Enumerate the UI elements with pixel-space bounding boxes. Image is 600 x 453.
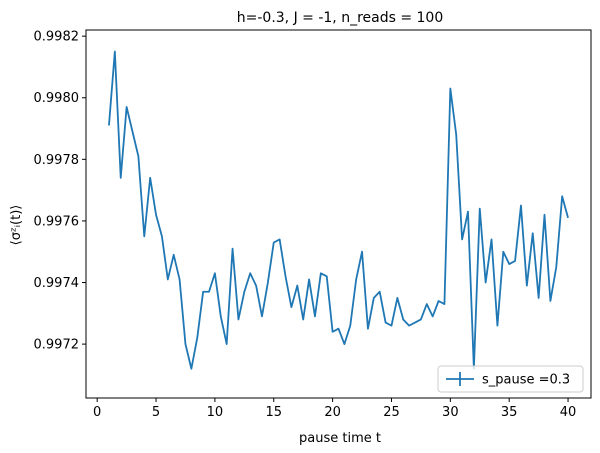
x-tick-label: 35 (501, 405, 518, 420)
axes-frame (85, 29, 592, 399)
x-tick-label: 15 (265, 405, 282, 420)
y-tick-label: 0.9976 (34, 214, 80, 229)
chart-title: h=-0.3, J = -1, n_reads = 100 (237, 10, 444, 26)
y-axis-label: ⟨σᶻᵢ(t)⟩ (9, 205, 24, 246)
y-tick-label: 0.9980 (34, 91, 80, 106)
x-tick-label: 30 (442, 405, 459, 420)
x-axis: 0 5 10 15 20 25 30 35 40 (93, 398, 576, 420)
x-tick-label: 10 (207, 405, 224, 420)
x-tick-label: 25 (383, 405, 400, 420)
y-axis: 0.9972 0.9974 0.9976 0.9978 0.9980 0.9982 (34, 30, 86, 353)
x-axis-label: pause time t (299, 431, 381, 446)
x-tick-label: 20 (324, 405, 341, 420)
legend-label: s_pause =0.3 (482, 373, 570, 388)
legend: s_pause =0.3 (437, 365, 584, 393)
y-tick-label: 0.9978 (34, 153, 80, 168)
y-tick-label: 0.9972 (34, 338, 80, 353)
plot-area (85, 29, 592, 399)
legend-box (437, 365, 584, 393)
x-tick-label: 5 (152, 405, 160, 420)
y-tick-label: 0.9982 (34, 30, 80, 45)
x-tick-label: 0 (93, 405, 101, 420)
y-tick-label: 0.9974 (34, 276, 80, 291)
series-layer (108, 50, 569, 370)
x-tick-label: 40 (560, 405, 577, 420)
